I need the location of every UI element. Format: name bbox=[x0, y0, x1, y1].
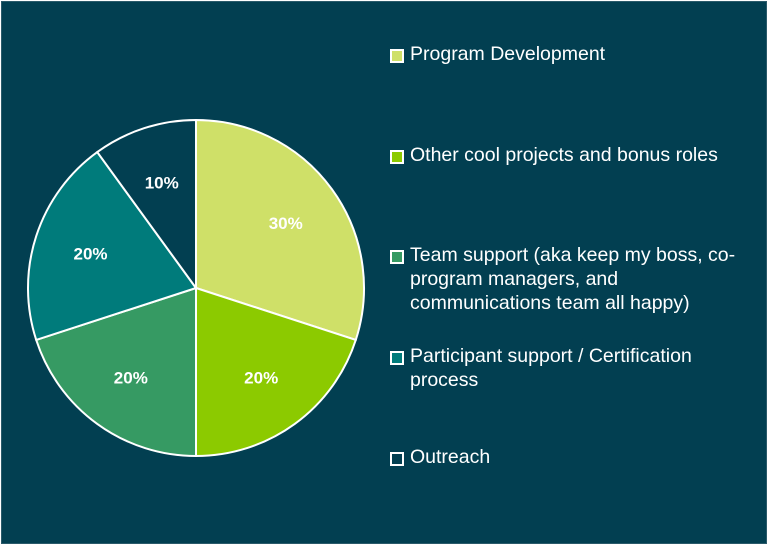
pie-slice bbox=[27, 150, 198, 342]
legend-swatch bbox=[390, 49, 404, 63]
legend-swatch bbox=[390, 452, 404, 466]
legend-swatch bbox=[390, 150, 404, 164]
pie-data-label: 10% bbox=[145, 174, 179, 193]
pie-slice bbox=[195, 118, 365, 342]
legend-item-other-projects: Other cool projects and bonus roles bbox=[390, 143, 755, 167]
pie-slice bbox=[34, 286, 197, 458]
pie-slice bbox=[195, 286, 358, 458]
pie-data-label: 20% bbox=[74, 245, 108, 264]
pie-data-label: 20% bbox=[244, 369, 278, 388]
legend-label: Participant support / Certification proc… bbox=[410, 345, 692, 391]
pie-data-label: 30% bbox=[269, 214, 303, 233]
pie-slice bbox=[95, 118, 197, 292]
legend-item-participant-support: Participant support / Certification proc… bbox=[390, 344, 755, 392]
pie-data-label: 20% bbox=[114, 369, 148, 388]
legend-label: Other cool projects and bonus roles bbox=[410, 144, 718, 166]
legend-swatch bbox=[390, 250, 404, 264]
legend-item-program-development: Program Development bbox=[390, 42, 755, 66]
legend-label: Program Development bbox=[410, 43, 606, 65]
legend-item-outreach: Outreach bbox=[390, 445, 755, 469]
legend-swatch bbox=[390, 351, 404, 365]
legend-label: Outreach bbox=[410, 446, 491, 468]
legend-item-team-support: Team support (aka keep my boss, co-progr… bbox=[390, 243, 755, 315]
legend-label: Team support (aka keep my boss, co-progr… bbox=[410, 244, 736, 314]
